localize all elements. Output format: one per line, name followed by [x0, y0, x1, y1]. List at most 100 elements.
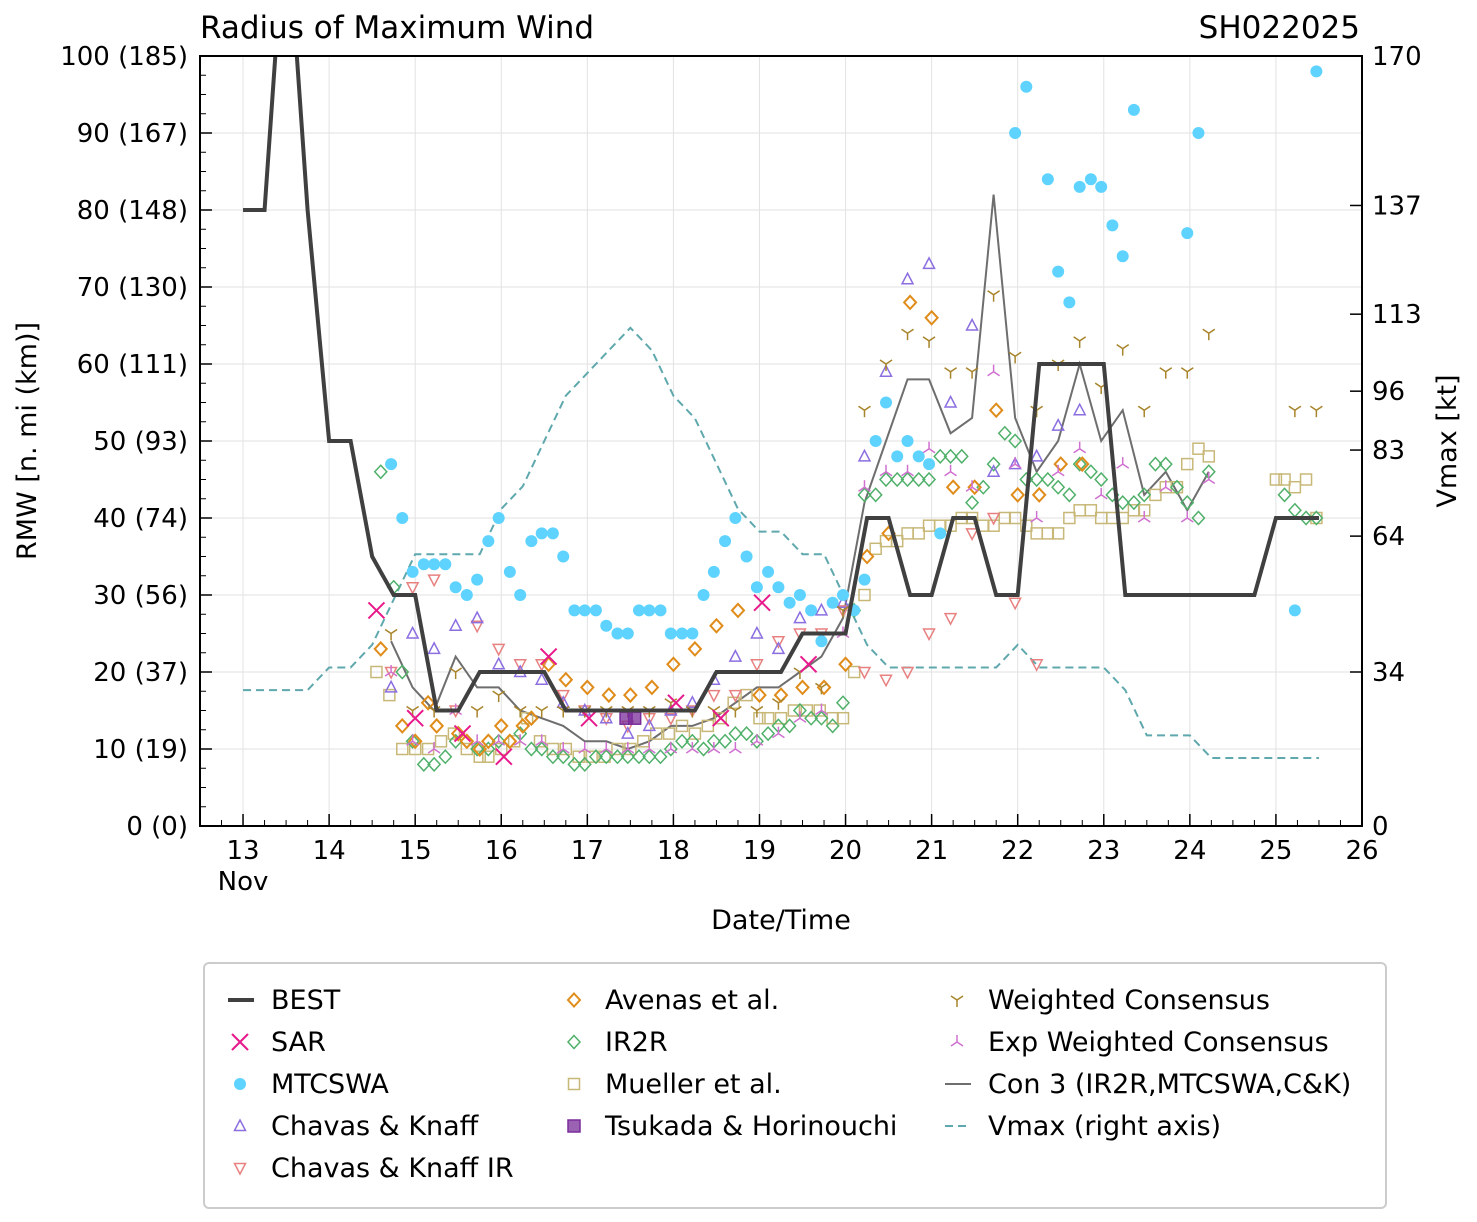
expweighted-point: [987, 364, 1001, 377]
avenas-point: [666, 656, 681, 673]
expweighted-point: [406, 734, 420, 746]
avenas-point: [730, 602, 746, 619]
weighted-point: [1073, 336, 1087, 348]
expweighted-point: [1137, 511, 1151, 523]
ir2r-point: [1180, 494, 1195, 511]
ir2r-point: [470, 741, 485, 757]
ir2r-point: [567, 756, 582, 773]
expweighted-point-stroke: [470, 740, 478, 746]
legend-label: Mueller et al.: [605, 1069, 782, 1100]
mueller-point: [447, 727, 461, 740]
ck-point: [750, 625, 764, 639]
expweighted-point: [1030, 511, 1044, 523]
legend-swatch: [566, 992, 582, 1008]
mueller-point: [912, 527, 925, 540]
weighted-point-stroke: [1288, 405, 1296, 411]
legend-label: MTCSWA: [271, 1069, 389, 1100]
ck-point: [879, 364, 893, 377]
expweighted-point: [685, 742, 699, 754]
expweighted-point-stroke: [562, 748, 570, 754]
avenas-point: [541, 656, 556, 673]
expweighted-point: [772, 726, 785, 739]
expweighted-point-stroke: [1137, 517, 1145, 523]
mtcswa-point: [1095, 180, 1108, 193]
mueller-point: [688, 727, 702, 740]
expweighted-point: [535, 734, 549, 746]
ir2r-point: [524, 741, 539, 757]
mueller-point: [869, 542, 882, 556]
ckir-point: [965, 528, 979, 542]
mtcswa-point: [805, 604, 818, 617]
ir2r-point: [782, 718, 797, 734]
weighted-point-stroke: [707, 705, 715, 712]
mtcswa-point: [492, 512, 505, 524]
avenas-point: [988, 402, 1004, 419]
mtcswa-point: [934, 527, 947, 540]
sar-point: [495, 747, 513, 766]
mtcswa-point: [793, 589, 806, 601]
ck-point: [986, 464, 1001, 478]
ir2r-point: [1299, 510, 1314, 526]
legend-swatch: [567, 1119, 581, 1133]
x-tick-label: 14: [313, 836, 346, 866]
mtcswa-point: [557, 550, 570, 563]
expweighted-point-stroke: [971, 486, 979, 492]
avenas-point: [1074, 456, 1090, 473]
weighted-point-stroke: [390, 628, 398, 635]
expweighted-point: [599, 742, 613, 754]
x-tick-label: 22: [1001, 836, 1034, 866]
legend-swatch-stroke: [231, 1033, 249, 1051]
y-tick-label: 90 (167): [77, 119, 188, 149]
sar-point: [799, 655, 818, 674]
expweighted-point-stroke: [728, 748, 736, 754]
mueller-point: [1269, 473, 1283, 486]
y-right-tick-label: 113: [1372, 300, 1422, 330]
weighted-point: [901, 328, 914, 341]
sar-point-stroke: [667, 694, 685, 712]
expweighted-point-stroke: [864, 486, 871, 492]
expweighted-point-stroke: [879, 471, 887, 477]
expweighted-point-stroke: [691, 748, 699, 754]
expweighted-point-stroke: [772, 732, 779, 739]
ckir-point: [1008, 597, 1022, 611]
expweighted-point-stroke: [1180, 517, 1188, 523]
ck-point: [965, 317, 979, 331]
weighted-point: [815, 682, 828, 695]
mtcswa-point: [396, 512, 409, 524]
y-axis-title: RMW [n. mi (km)]: [12, 322, 43, 560]
ir2r-point: [1191, 510, 1206, 526]
mtcswa-series: [385, 65, 1323, 648]
x-tick-label: 18: [657, 836, 690, 866]
mueller-point: [1073, 504, 1086, 517]
weighted-point-stroke: [778, 698, 785, 704]
weighted-point-stroke: [750, 705, 758, 712]
weighted-point-stroke: [821, 682, 828, 689]
expweighted-point-stroke: [1057, 471, 1065, 477]
weighted-point-stroke: [885, 359, 893, 365]
weighted-point-stroke: [406, 705, 414, 712]
expweighted-point-stroke: [556, 748, 564, 754]
avenas-point: [945, 479, 961, 496]
expweighted-point: [815, 703, 828, 716]
expweighted-point-stroke: [599, 748, 607, 754]
ir2r-point: [857, 487, 872, 503]
ckir-point: [857, 666, 872, 680]
x-tick-label: 13: [226, 836, 259, 866]
ir2r-point: [1115, 494, 1130, 511]
ck-point: [448, 618, 463, 632]
ck-point: [427, 641, 441, 655]
expweighted-point: [965, 480, 979, 492]
mueller-point: [922, 519, 936, 532]
weighted-point-stroke: [1036, 405, 1044, 411]
mtcswa-point: [686, 627, 699, 640]
ir2r-point: [900, 471, 915, 488]
ir2r-point: [976, 479, 991, 495]
weighted-point-stroke: [427, 705, 435, 712]
expweighted-point-stroke: [707, 748, 715, 754]
weighted-point-stroke: [519, 705, 527, 712]
weighted-point-stroke: [965, 367, 973, 373]
ckir-point: [750, 659, 764, 672]
ir2r-point: [911, 471, 926, 488]
legend-item: Vmax (right axis): [945, 1111, 1221, 1142]
mtcswa-point: [826, 596, 839, 609]
